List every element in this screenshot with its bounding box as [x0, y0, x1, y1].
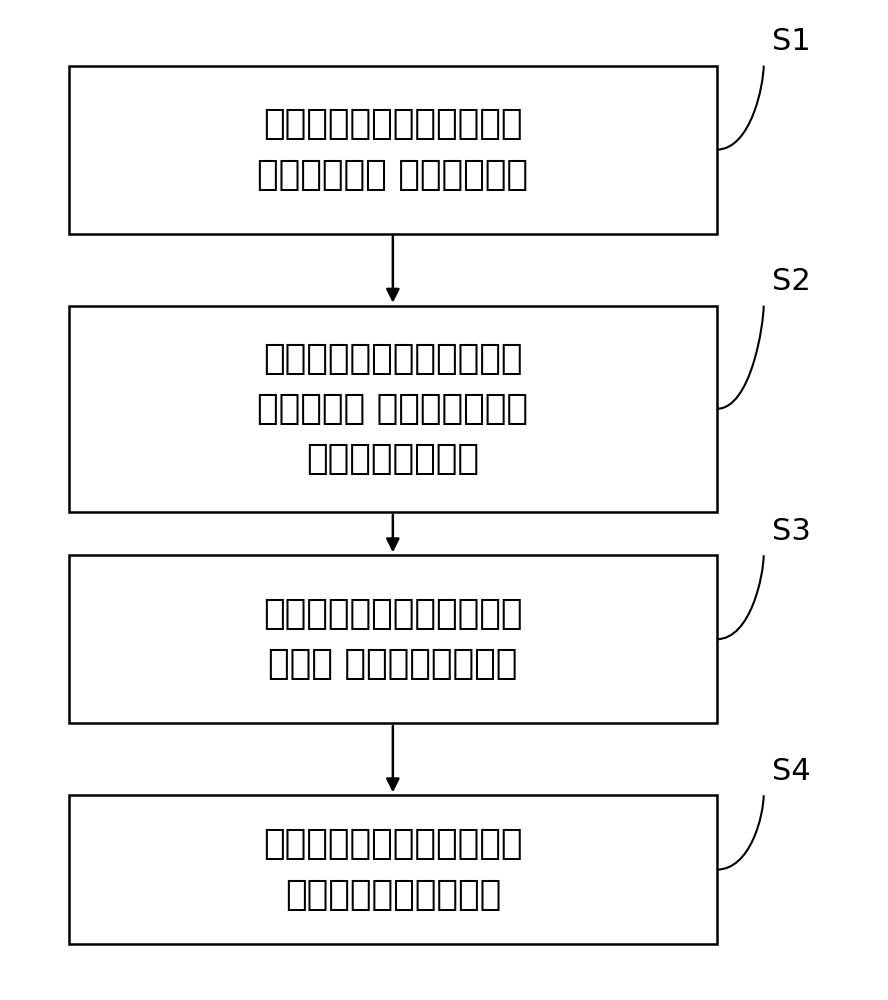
Text: 采集目标裂缝的截面数据，
并进行修正， 获得修正数据: 采集目标裂缝的截面数据， 并进行修正， 获得修正数据: [258, 107, 528, 192]
Text: 根据所述修正数据采用源圆
拟合算法， 获得源圆参数以
及标准化源圆公式: 根据所述修正数据采用源圆 拟合算法， 获得源圆参数以 及标准化源圆公式: [258, 342, 528, 476]
Bar: [69, 66, 717, 234]
Text: S2: S2: [773, 267, 811, 296]
Text: 根据所述标准源球公式估算
出所述目标裂缝的规模: 根据所述标准源球公式估算 出所述目标裂缝的规模: [263, 827, 523, 912]
Text: S1: S1: [773, 27, 811, 56]
Text: S3: S3: [773, 517, 811, 546]
Bar: [69, 306, 717, 512]
Bar: [69, 795, 717, 944]
Bar: [69, 555, 717, 723]
Text: S4: S4: [773, 757, 811, 786]
Text: 对标准化源圆公式进行线性
拟合， 获得标准源球公式: 对标准化源圆公式进行线性 拟合， 获得标准源球公式: [263, 597, 523, 681]
